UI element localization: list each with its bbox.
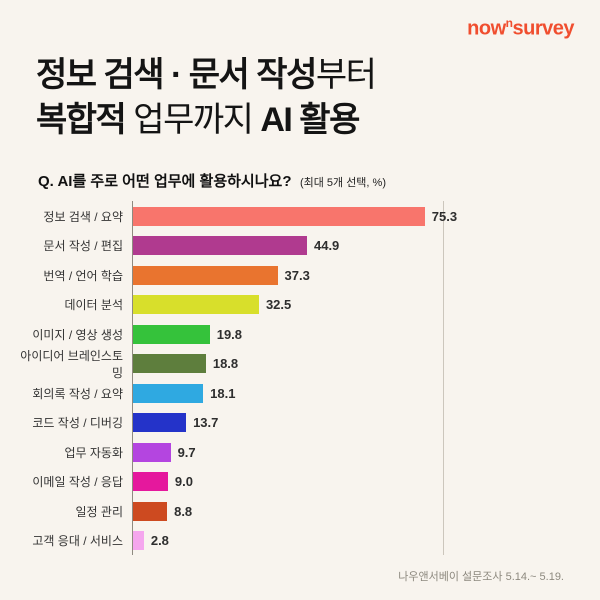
category-label: 회의록 작성 / 요약 [32,386,123,401]
value-label: 19.8 [216,326,243,342]
bar [133,413,187,433]
plot-area: 32.5 [132,289,444,320]
category-label: 업무 자동화 [64,445,123,460]
value-label: 8.8 [174,503,193,519]
category-label: 고객 응대 / 서비스 [32,534,123,549]
logo-survey: survey [512,17,575,40]
value-label: 9.0 [174,474,193,490]
bar [133,295,259,315]
plot-area: 37.3 [132,260,444,290]
chart-row: 데이터 분석 32.5 [20,289,580,320]
value-label: 9.7 [177,444,196,460]
plot-area: 19.8 [132,319,444,349]
chart-row: 코드 작성 / 디버깅 13.7 [20,407,580,438]
bar [133,206,425,226]
title-line-2: 복합적 업무까지 AI 활용 [36,98,580,143]
category-label: 이미지 / 영상 생성 [32,327,123,342]
value-label: 44.9 [313,238,340,254]
bar [133,265,278,285]
value-label: 37.3 [284,267,310,283]
logo-sup-n: n [505,16,513,30]
bar [133,383,204,403]
question-text: Q. AI를 주로 어떤 업무에 활용하시나요? [38,173,292,191]
title-strong-text: 복합적 [36,100,127,139]
plot-area: 18.8 [132,348,444,379]
plot-area: 2.8 [132,525,444,556]
category-label: 이메일 작성 / 응답 [32,475,123,490]
chart-row: 업무 자동화 9.7 [20,437,580,467]
chart-row: 이메일 작성 / 응답 9.0 [20,466,580,497]
chart-row: 회의록 작성 / 요약 18.1 [20,378,580,408]
category-label: 데이터 분석 [64,298,123,313]
value-label: 13.7 [193,415,219,431]
plot-area: 8.8 [132,496,444,526]
plot-area: 13.7 [132,407,444,438]
question-note: (최대 5개 선택, %) [299,177,386,190]
bar [133,324,210,344]
chart-row: 이미지 / 영상 생성 19.8 [20,319,580,349]
category-label: 정보 검색 / 요약 [43,209,123,224]
chart-row: 고객 응대 / 서비스 2.8 [20,525,580,556]
plot-area: 75.3 [132,201,457,231]
logo-now: now [467,17,506,40]
category-label: 코드 작성 / 디버깅 [32,416,123,431]
chart-row: 일정 관리 8.8 [20,496,580,526]
bar [133,236,307,256]
value-label: 18.1 [210,385,236,401]
bar [133,472,168,492]
bar [133,531,144,551]
title-strong-text: 정보 검색 · 문서 작성 [36,55,317,94]
plot-area: 9.7 [132,437,444,467]
value-label: 32.5 [265,297,292,313]
title-regular-text: 부터 [315,55,377,94]
plot-area: 9.0 [132,466,444,497]
category-label: 일정 관리 [75,504,124,519]
value-label: 75.3 [431,208,458,224]
chart-row: 아이디어 브레인스토밍 18.8 [20,348,580,380]
plot-area: 44.9 [132,230,444,261]
category-label: 문서 작성 / 편집 [43,239,123,254]
bar [133,442,171,462]
title-regular-text: 업무까지 [125,100,261,139]
title-line-1: 정보 검색 · 문서 작성부터 [36,53,580,98]
chart-row: 정보 검색 / 요약 75.3 [20,201,580,231]
chart-row: 문서 작성 / 편집 44.9 [20,230,580,261]
bar-chart: 정보 검색 / 요약 75.3 문서 작성 / 편집 44.9 번역 / 언어 학습 37… [20,201,580,556]
category-label: 아이디어 브레인스토밍 [20,348,123,380]
value-label: 18.8 [212,356,239,372]
bar [133,501,168,521]
chart-row: 번역 / 언어 학습 37.3 [20,260,580,290]
nownsurvey-logo: nownsurvey [20,16,580,41]
category-label: 번역 / 언어 학습 [43,268,123,283]
survey-question: Q. AI를 주로 어떤 업무에 활용하시나요? (최대 5개 선택, %) [38,170,580,191]
value-label: 2.8 [150,533,169,549]
title-strong-text: AI 활용 [260,100,360,139]
main-title: 정보 검색 · 문서 작성부터 복합적 업무까지 AI 활용 [36,53,580,143]
bar [133,354,206,374]
plot-area: 18.1 [132,378,444,408]
survey-source: 나우앤서베이 설문조사 5.14.~ 5.19. [398,571,564,583]
